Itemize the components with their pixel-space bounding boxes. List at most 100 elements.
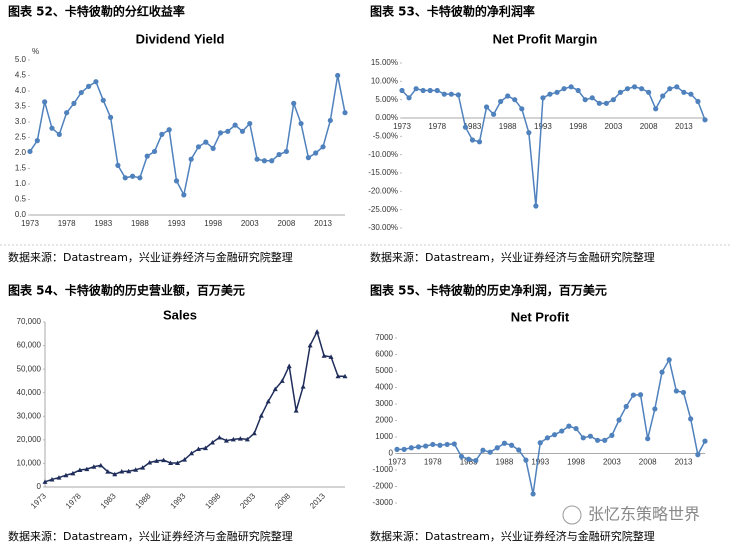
y-tick-label: 3.5 xyxy=(15,102,27,111)
marker xyxy=(645,436,651,442)
marker xyxy=(596,100,602,106)
marker xyxy=(401,446,407,452)
marker xyxy=(603,100,609,106)
marker xyxy=(505,93,511,99)
marker xyxy=(314,329,320,334)
marker xyxy=(327,117,333,124)
x-tick-label: 2003 xyxy=(603,458,621,467)
y-tick-label: 2.0 xyxy=(15,148,27,157)
marker xyxy=(660,93,666,99)
marker xyxy=(313,150,319,156)
y-tick-label: 50,000 xyxy=(17,364,42,373)
chart-title: Dividend Yield xyxy=(136,31,225,46)
marker xyxy=(523,457,529,463)
marker xyxy=(430,441,436,448)
marker xyxy=(254,156,260,162)
marker xyxy=(469,137,476,143)
marker xyxy=(342,373,348,379)
y-tick-label: 5000 xyxy=(375,366,393,375)
marker xyxy=(175,460,181,465)
x-tick-label: 2013 xyxy=(675,458,693,467)
marker xyxy=(483,104,490,110)
marker xyxy=(126,468,132,474)
marker xyxy=(530,491,536,497)
marker xyxy=(258,413,264,418)
marker xyxy=(594,437,601,443)
caption: 图表 54、卡特彼勒的历史营业额，百万美元 xyxy=(8,283,245,298)
marker xyxy=(575,87,581,94)
marker xyxy=(695,452,701,458)
line xyxy=(401,86,706,207)
y-tick-label: -5.00% xyxy=(373,131,398,140)
marker xyxy=(602,437,608,443)
marker xyxy=(637,392,644,398)
marker xyxy=(427,87,433,94)
y-tick-label: 60,000 xyxy=(17,341,42,350)
marker xyxy=(70,470,76,476)
marker xyxy=(659,369,665,375)
marker xyxy=(688,91,694,97)
marker xyxy=(232,122,238,128)
marker xyxy=(34,138,40,144)
y-tick-label: 70,000 xyxy=(17,317,42,326)
marker xyxy=(122,175,128,181)
marker xyxy=(631,84,638,90)
marker xyxy=(71,100,77,106)
x-tick-label: 2008 xyxy=(277,219,295,228)
x-tick-label: 1988 xyxy=(134,491,153,510)
marker xyxy=(462,124,469,130)
marker xyxy=(320,144,326,150)
marker xyxy=(210,145,216,151)
y-tick-label: -2000 xyxy=(373,482,394,491)
marker xyxy=(491,111,497,117)
y-tick-label: 1000 xyxy=(375,432,393,441)
marker xyxy=(566,423,572,429)
marker xyxy=(582,97,588,103)
marker xyxy=(298,120,304,127)
x-tick-label: 1978 xyxy=(424,458,442,467)
marker xyxy=(276,151,282,158)
marker xyxy=(147,459,153,465)
marker xyxy=(653,106,659,112)
marker xyxy=(251,430,257,436)
x-tick-label: 1998 xyxy=(567,458,585,467)
x-tick-label: 1993 xyxy=(534,122,552,131)
marker xyxy=(399,87,405,94)
x-tick-label: 1988 xyxy=(499,122,517,131)
marker xyxy=(286,363,292,369)
y-tick-label: -3000 xyxy=(373,498,394,507)
marker xyxy=(413,86,419,92)
marker xyxy=(321,353,327,358)
marker xyxy=(673,388,679,394)
marker xyxy=(144,153,150,159)
x-tick-label: 1983 xyxy=(94,219,112,228)
marker xyxy=(547,91,553,97)
watermark: 张忆东策略世界 xyxy=(588,505,700,524)
marker xyxy=(115,162,121,168)
marker xyxy=(328,354,334,359)
marker xyxy=(394,446,400,452)
y-tick-label: 10,000 xyxy=(17,459,42,468)
marker xyxy=(702,117,708,123)
marker xyxy=(86,83,92,89)
line xyxy=(397,357,706,495)
y-tick-label: 3.0 xyxy=(15,117,27,126)
marker xyxy=(84,466,90,472)
marker xyxy=(100,97,106,103)
x-tick-label: 1993 xyxy=(531,458,549,467)
x-tick-label: 2013 xyxy=(675,122,693,131)
y-tick-label: 30,000 xyxy=(17,411,42,420)
marker xyxy=(501,440,508,446)
marker xyxy=(480,447,486,453)
marker xyxy=(105,469,111,474)
marker xyxy=(408,445,414,451)
marker xyxy=(580,435,586,441)
marker xyxy=(195,144,202,150)
marker xyxy=(444,441,450,448)
marker xyxy=(188,156,194,162)
marker xyxy=(630,392,636,398)
y-tick-label: -10.00% xyxy=(368,150,398,159)
y-tick-label: 0.5 xyxy=(15,195,27,204)
x-tick-label: 1988 xyxy=(496,458,514,467)
marker xyxy=(420,87,426,94)
